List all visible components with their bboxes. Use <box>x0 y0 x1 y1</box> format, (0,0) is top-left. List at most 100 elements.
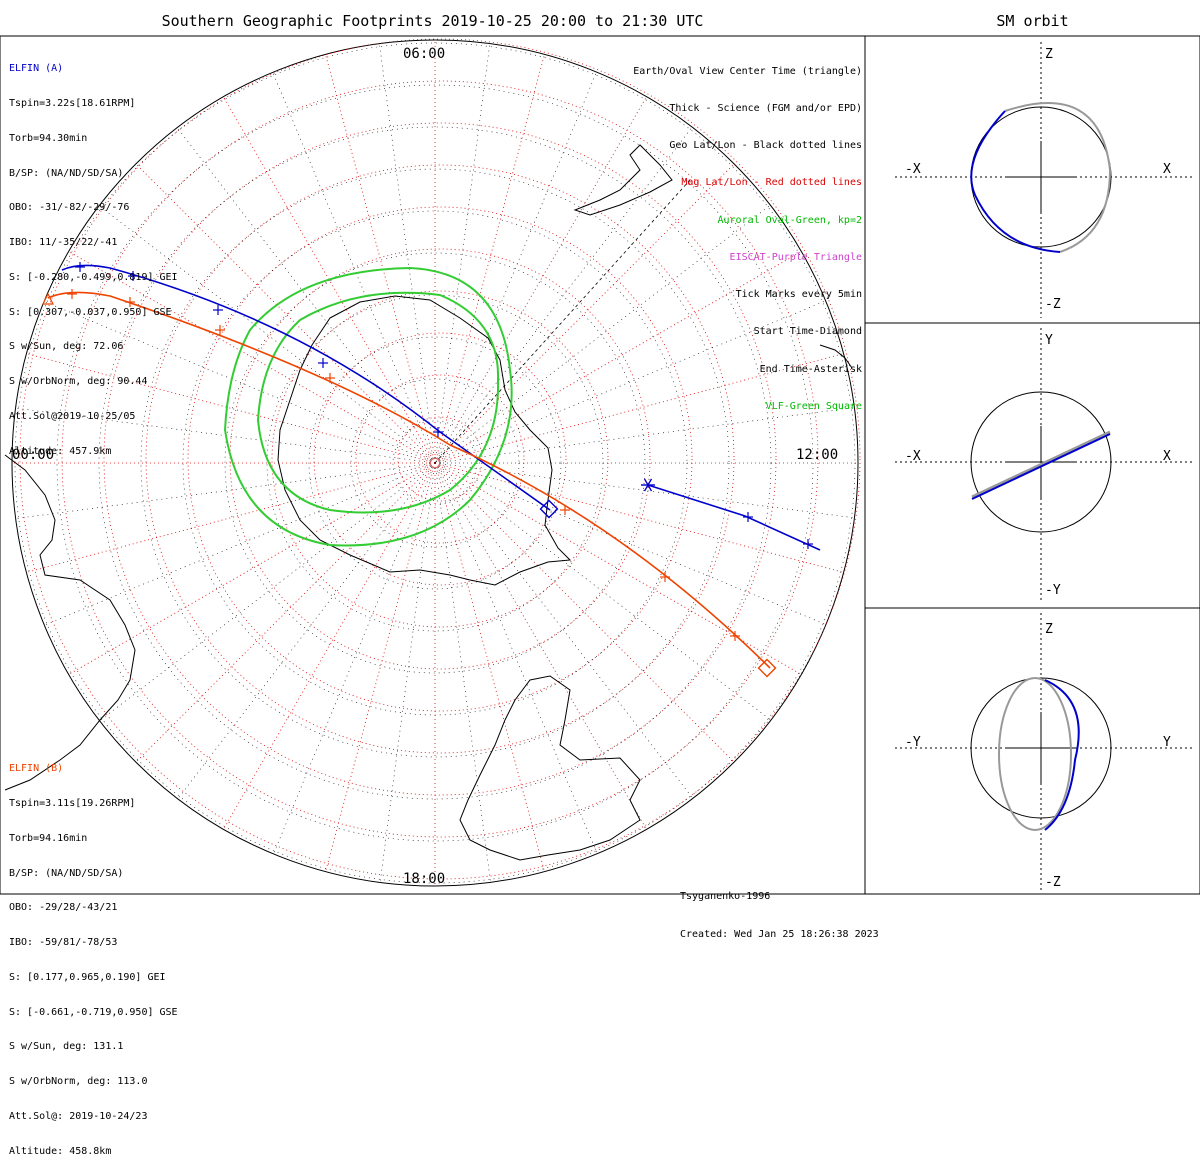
panel3-orbit-b <box>998 677 1072 831</box>
geo-lat-circle <box>56 84 814 842</box>
elfin-b-header: ELFIN (B) <box>9 763 64 775</box>
legend-item: Tick Marks every 5min <box>735 289 862 301</box>
mag-meridian <box>135 163 436 464</box>
geo-meridian <box>434 462 491 883</box>
mag-meridian <box>434 462 647 830</box>
panel1-orbit-b <box>1004 102 1112 253</box>
legend-item: Mag Lat/Lon - Red dotted lines <box>681 177 862 189</box>
elfin-a-line: OBO: -31/-82/-29/-76 <box>9 202 130 214</box>
geo-meridian <box>434 462 694 799</box>
panel2-bottom-label: -Y <box>1045 583 1061 598</box>
elfin-a-line: B/SP: (NA/ND/SD/SA) <box>9 167 124 179</box>
geo-meridian <box>15 407 436 464</box>
mag-meridian <box>26 353 436 464</box>
elfin-b-line: Tspin=3.11s[19.26RPM] <box>9 797 136 809</box>
mlt-label-left: 00:00 <box>12 447 54 463</box>
sm-orbit-title: SM orbit <box>996 12 1069 30</box>
panel-xy: Y -Y -X X <box>895 328 1195 603</box>
mag-lat-circle <box>397 416 483 502</box>
geo-meridian <box>434 462 827 625</box>
footprint-map: 06:00 00:00 12:00 18:00 Z -Z -X X Y <box>0 35 1200 895</box>
elfin-a-info: ELFIN (A) Tspin=3.22s[18.61RPM] Torb=94.… <box>9 40 178 469</box>
panel2-orbit-a <box>971 433 1111 500</box>
australia-outline <box>459 675 641 861</box>
panel2-earth-circle <box>970 391 1112 533</box>
mlt-label-top: 06:00 <box>403 46 445 62</box>
elfin-a-line: IBO: 11/-35/22/-41 <box>9 237 118 249</box>
elfin-b-view-triangle <box>42 292 54 305</box>
panel3-left-label: -Y <box>905 735 921 750</box>
auroral-oval-outer <box>223 266 513 547</box>
legend-item: Geo Lat/Lon - Black dotted lines <box>669 140 862 152</box>
map-legend: Earth/Oval View Center Time (triangle) T… <box>633 41 862 426</box>
panel1-top-label: Z <box>1045 47 1053 62</box>
geo-meridian <box>15 462 436 519</box>
panel1-right-label: X <box>1163 162 1171 177</box>
elfin-b-line: S w/Sun, deg: 131.1 <box>9 1041 124 1053</box>
mag-meridian <box>434 251 802 464</box>
legend-item: VLF-Green Square <box>765 400 862 412</box>
panels-frame <box>864 35 1200 895</box>
mag-meridian <box>68 462 436 675</box>
mag-meridian <box>434 462 802 675</box>
panel3-right-label: Y <box>1163 735 1171 750</box>
panel3-top-label: Z <box>1045 622 1053 637</box>
geo-meridian <box>434 43 491 464</box>
mag-lat-circle <box>61 80 819 838</box>
mlt-label-bottom: 18:00 <box>403 871 445 887</box>
panel3-bottom-label: -Z <box>1045 875 1061 890</box>
mag-lat-circle <box>19 38 861 880</box>
geo-lat-circle <box>224 252 646 674</box>
geo-meridian <box>44 462 436 626</box>
elfin-a-track <box>61 264 551 511</box>
mag-meridian <box>325 54 436 464</box>
elfin-a-line: Torb=94.30min <box>9 132 88 144</box>
mag-meridian <box>223 462 436 830</box>
mag-meridian <box>68 251 436 464</box>
geo-meridian <box>434 300 826 464</box>
south-america-outline <box>4 454 136 791</box>
elfin-a-line: Altitude: 457.9km <box>9 445 112 457</box>
mag-lat-circle <box>313 332 567 586</box>
elfin-b-line: Att.Sol@: 2019-10-24/23 <box>9 1111 148 1122</box>
geo-meridian <box>99 462 436 722</box>
elfin-a-line: Tspin=3.22s[18.61RPM] <box>9 97 136 109</box>
new-zealand-outline <box>573 144 673 216</box>
geo-meridian <box>434 462 598 854</box>
panel1-orbit-a <box>970 110 1061 253</box>
elfin-b-line: S: [0.177,0.965,0.190] GEI <box>9 971 166 983</box>
panel2-right-label: X <box>1163 449 1171 464</box>
geo-meridian <box>273 462 436 855</box>
elfin-b-line: S: [-0.661,-0.719,0.950] GSE <box>9 1006 178 1018</box>
mag-lat-circle <box>229 248 651 670</box>
mag-lat-circle <box>187 206 693 712</box>
elfin-a-line: S: [0.307,-0.037,0.950] GSE <box>9 306 172 318</box>
continent-outlines <box>4 144 853 861</box>
legend-item: Thick - Science (FGM and/or EPD) <box>669 103 862 115</box>
mag-meridian <box>223 96 436 464</box>
geo-meridian <box>177 462 436 800</box>
mag-lat-circle <box>271 290 609 628</box>
mag-meridian <box>434 96 647 464</box>
elfin-a-line: S: [-0.280,-0.499,0.819] GEI <box>9 271 178 283</box>
elfin-b-info: ELFIN (B) Tspin=3.11s[19.26RPM] Torb=94.… <box>9 740 178 1169</box>
elfin-a-line: S w/Sun, deg: 72.06 <box>9 341 124 353</box>
elfin-a-header: ELFIN (A) <box>9 63 64 75</box>
mag-meridian <box>434 353 844 464</box>
geo-meridian <box>434 71 597 464</box>
panel2-orbit-b <box>971 430 1111 499</box>
geo-lat-circle <box>308 336 562 590</box>
elfin-a-end-asterisk <box>643 478 653 492</box>
legend-item: Start Time-Diamond <box>753 326 862 338</box>
auroral-ovals <box>223 266 513 547</box>
geo-meridian <box>272 72 436 464</box>
panel1-bottom-label: -Z <box>1045 297 1061 312</box>
map-title: Southern Geographic Footprints 2019-10-2… <box>161 12 704 30</box>
panel2-left-label: -X <box>905 449 921 464</box>
legend-item: End Time-Asterisk <box>759 363 862 375</box>
elfin-b-track <box>47 291 771 669</box>
elfin-b-line: OBO: -29/28/-43/21 <box>9 902 118 914</box>
geo-meridian <box>434 462 772 721</box>
elfin-b-line: Torb=94.16min <box>9 832 88 844</box>
mag-meridian <box>26 462 436 573</box>
